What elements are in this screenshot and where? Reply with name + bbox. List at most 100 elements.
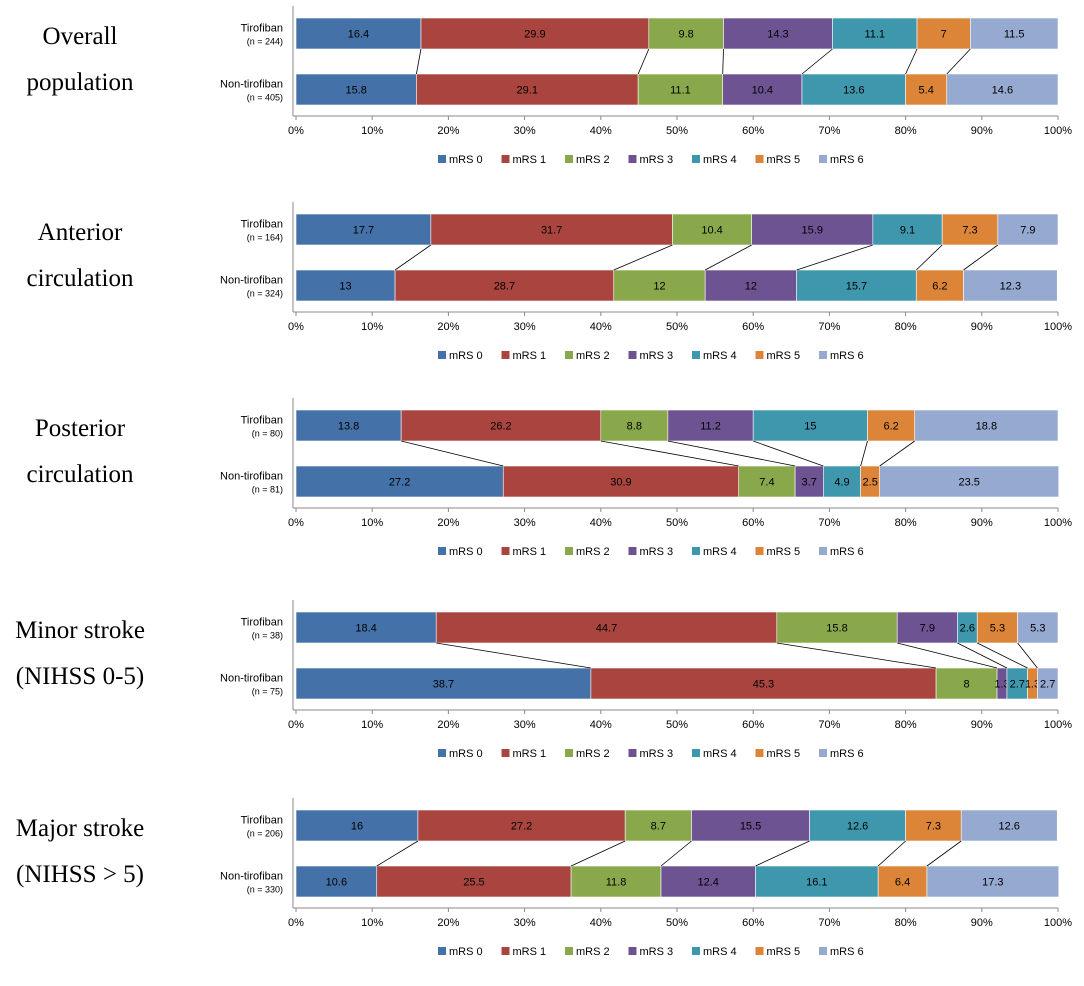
data-label: 5.3 xyxy=(1030,623,1045,635)
bar-segment-mrs-1 xyxy=(417,809,626,842)
connector-line xyxy=(776,642,937,669)
legend-label: mRS 3 xyxy=(640,350,674,362)
bar-segment-mrs-0 xyxy=(295,17,422,50)
data-label: 45.3 xyxy=(753,679,774,691)
connector-line xyxy=(660,840,692,867)
panel-title-line: Overall xyxy=(42,23,118,50)
data-label: 14.6 xyxy=(992,85,1013,97)
data-label: 16.1 xyxy=(806,877,827,889)
bar-segment-mrs-2 xyxy=(935,667,998,700)
x-tick-label: 0% xyxy=(288,917,304,929)
x-tick-label: 0% xyxy=(288,719,304,731)
legend-swatch-mrs-3 xyxy=(628,749,637,757)
data-label: 26.2 xyxy=(490,421,511,433)
x-tick-label: 40% xyxy=(590,917,612,929)
bar-segment-mrs-5 xyxy=(867,409,916,442)
connector-line xyxy=(957,642,1008,669)
legend-swatch-mrs-1 xyxy=(501,351,510,359)
x-tick-label: 100% xyxy=(1044,321,1072,333)
bar-segment-mrs-2 xyxy=(600,409,669,442)
x-tick-label: 80% xyxy=(895,125,917,137)
legend-label: mRS 5 xyxy=(767,154,801,166)
data-label: 10.4 xyxy=(701,225,722,237)
panel-title-posterior-circulation: Posterior circulation xyxy=(0,406,160,498)
panel-title-line: circulation xyxy=(26,265,134,292)
bar-segment-mrs-0 xyxy=(295,809,419,842)
data-label: 25.5 xyxy=(463,877,484,889)
legend-swatch-mrs-5 xyxy=(755,947,764,955)
legend-swatch-mrs-0 xyxy=(438,749,446,757)
panel-title-line: population xyxy=(26,69,134,96)
bar-segment-mrs-1 xyxy=(376,865,572,898)
connector-line xyxy=(600,440,739,467)
x-tick-label: 10% xyxy=(361,125,383,137)
x-tick-label: 70% xyxy=(818,125,840,137)
category-n-label: (n = 206) xyxy=(247,829,283,839)
bar-segment-mrs-5 xyxy=(905,73,948,106)
data-label: 6.2 xyxy=(883,421,898,433)
legend-swatch-mrs-6 xyxy=(819,947,827,955)
connector-line xyxy=(613,244,673,271)
bar-segment-mrs-5 xyxy=(877,865,928,898)
bar-segment-mrs-3 xyxy=(896,611,958,644)
data-label: 18.4 xyxy=(355,623,376,635)
x-tick-label: 20% xyxy=(437,517,459,529)
connector-line xyxy=(860,440,868,467)
x-tick-label: 90% xyxy=(971,321,993,333)
data-label: 12 xyxy=(745,281,757,293)
legend-swatch-mrs-3 xyxy=(628,351,637,359)
legend-swatch-mrs-4 xyxy=(692,351,700,359)
legend-swatch-mrs-2 xyxy=(565,749,573,757)
connector-line xyxy=(394,244,432,271)
data-label: 14.3 xyxy=(767,29,788,41)
legend-label: mRS 3 xyxy=(640,748,674,760)
data-label: 29.1 xyxy=(517,85,538,97)
data-label: 9.8 xyxy=(678,29,693,41)
data-label: 10.6 xyxy=(326,877,347,889)
bar-segment-mrs-5 xyxy=(905,809,962,842)
x-tick-label: 50% xyxy=(666,719,688,731)
category-n-label: (n = 75) xyxy=(252,687,283,697)
data-label: 11.8 xyxy=(606,877,627,889)
bar-segment-mrs-4 xyxy=(872,213,943,246)
x-tick-label: 100% xyxy=(1044,125,1072,137)
bar-segment-mrs-2 xyxy=(672,213,752,246)
legend-swatch-mrs-6 xyxy=(819,547,827,555)
bar-segment-mrs-4 xyxy=(801,73,906,106)
legend-label: mRS 6 xyxy=(830,154,864,166)
legend-label: mRS 0 xyxy=(449,350,483,362)
data-label: 2.7 xyxy=(1010,679,1025,691)
legend-swatch-mrs-2 xyxy=(565,351,573,359)
data-label: 12.6 xyxy=(847,821,868,833)
bar-segment-mrs-6 xyxy=(1037,667,1059,700)
data-label: 12.6 xyxy=(999,821,1020,833)
bar-segment-mrs-0 xyxy=(295,465,504,498)
legend-swatch-mrs-0 xyxy=(438,547,446,555)
bar-segment-mrs-6 xyxy=(914,409,1059,442)
x-tick-label: 30% xyxy=(514,719,536,731)
x-tick-label: 100% xyxy=(1044,917,1072,929)
bar-segment-mrs-3 xyxy=(660,865,756,898)
panel-title-anterior-circulation: Anterior circulation xyxy=(0,210,160,302)
data-label: 15.8 xyxy=(826,623,847,635)
category-n-label: (n = 80) xyxy=(252,429,283,439)
legend-swatch-mrs-0 xyxy=(438,155,446,163)
category-label: Tirofiban xyxy=(241,219,283,231)
bar-segment-mrs-2 xyxy=(776,611,898,644)
connector-line xyxy=(897,642,998,669)
category-label: Non-tirofiban xyxy=(220,79,283,91)
x-tick-label: 40% xyxy=(590,321,612,333)
category-n-label: (n = 405) xyxy=(247,93,283,103)
x-tick-label: 0% xyxy=(288,125,304,137)
connector-line xyxy=(416,48,422,75)
data-label: 8.7 xyxy=(651,821,666,833)
data-label: 3.7 xyxy=(802,477,817,489)
legend-label: mRS 4 xyxy=(703,546,737,558)
data-label: 17.3 xyxy=(982,877,1003,889)
legend-swatch-mrs-3 xyxy=(628,547,637,555)
panel-title-line: (NIHSS > 5) xyxy=(16,861,144,888)
legend-label: mRS 0 xyxy=(449,946,483,958)
legend-label: mRS 5 xyxy=(767,350,801,362)
data-label: 27.2 xyxy=(511,821,532,833)
category-label: Non-tirofiban xyxy=(220,275,283,287)
